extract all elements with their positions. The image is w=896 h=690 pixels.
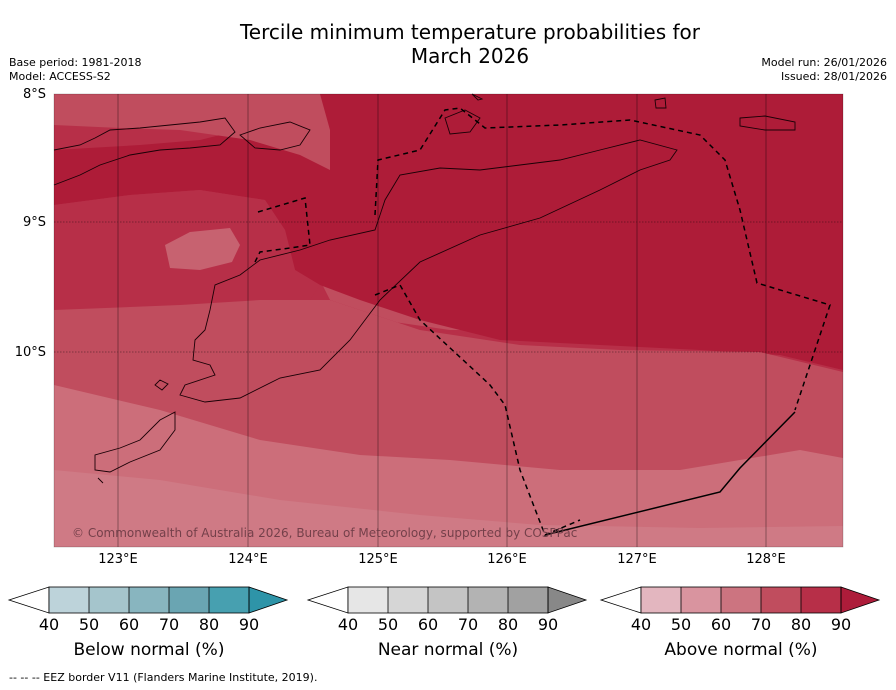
band-70-topwest — [54, 94, 330, 170]
cb-below-tick-60: 60 — [118, 615, 140, 634]
eez-solid-segment — [544, 411, 796, 536]
colorbar-below-seg-4 — [209, 587, 249, 613]
colorbar-near-label: Near normal (%) — [377, 640, 519, 660]
colorbar-below-under — [7, 586, 50, 614]
colorbar-above — [599, 586, 881, 614]
coast-rote — [94, 411, 176, 473]
colorbar-near-seg-3 — [468, 587, 508, 613]
colorbar-below-dividers — [88, 587, 210, 613]
lon-label-126e: 126°E — [487, 552, 527, 567]
colorbar-near-seg-4 — [508, 587, 548, 613]
issued-date: Issued: 28/01/2026 — [780, 70, 887, 83]
coast-atauro — [471, 93, 484, 101]
colorbar-above-seg-0 — [641, 587, 681, 613]
cb-near-tick-80: 80 — [497, 615, 519, 634]
band-90 — [54, 94, 843, 370]
colorbar-above-seg-2 — [721, 587, 761, 613]
colorbar-below-seg-2 — [129, 587, 169, 613]
coastlines — [53, 93, 796, 484]
colorbar-below — [7, 586, 289, 614]
cb-below-tick-80: 80 — [198, 615, 220, 634]
lat-label-10s: 10°S — [14, 345, 46, 360]
colorbar-near-border — [347, 586, 549, 614]
meta-right: Model run: 26/01/2026 Issued: 28/01/2026 — [761, 56, 887, 84]
colorbar-near — [306, 586, 588, 614]
colorbar-near-dividers — [387, 587, 509, 613]
model-name: Model: ACCESS-S2 — [9, 70, 111, 83]
colorbar-below-seg-1 — [89, 587, 129, 613]
band-60-blob — [165, 228, 240, 270]
colorbar-near-under — [306, 586, 349, 614]
title-line-2: March 2026 — [410, 44, 530, 68]
map-frame — [53, 93, 844, 548]
colorbar-above-border — [640, 586, 842, 614]
meta-left: Base period: 1981-2018 Model: ACCESS-S2 — [9, 56, 141, 84]
colorbar-below-border — [48, 586, 250, 614]
colorbar-below-seg-0 — [49, 587, 89, 613]
cb-near-tick-70: 70 — [457, 615, 479, 634]
colorbar-above-over — [840, 586, 881, 614]
eez-south — [374, 284, 581, 536]
colorbar-below-seg-3 — [169, 587, 209, 613]
coast-flores — [53, 117, 236, 186]
model-run: Model run: 26/01/2026 — [761, 56, 887, 69]
cb-below-tick-70: 70 — [158, 615, 180, 634]
cb-below-tick-40: 40 — [38, 615, 60, 634]
colorbar-below-over — [248, 586, 289, 614]
lat-label-9s: 9°S — [22, 215, 46, 230]
cb-above-tick-90: 90 — [830, 615, 852, 634]
cb-near-tick-90: 90 — [537, 615, 559, 634]
colorbar-below-label: Below normal (%) — [73, 640, 225, 660]
lon-label-125e: 125°E — [358, 552, 398, 567]
eez-border — [254, 107, 831, 536]
chart-title: Tercile minimum temperature probabilitie… — [0, 20, 896, 68]
cb-above-tick-60: 60 — [710, 615, 732, 634]
coast-wetar — [444, 109, 481, 135]
coast-alor — [239, 121, 311, 151]
lon-label-124e: 124°E — [228, 552, 268, 567]
colorbar-near-seg-1 — [388, 587, 428, 613]
cb-near-tick-50: 50 — [377, 615, 399, 634]
cb-above-tick-40: 40 — [630, 615, 652, 634]
colorbar-near-over — [547, 586, 588, 614]
colorbar-near-seg-0 — [348, 587, 388, 613]
coast-timor — [179, 139, 678, 403]
eez-footnote: -- -- -- EEZ border V11 (Flanders Marine… — [9, 671, 318, 684]
cb-near-tick-40: 40 — [337, 615, 359, 634]
coast-leti — [739, 115, 796, 131]
band-60-south2 — [54, 470, 843, 547]
colorbar-above-seg-1 — [681, 587, 721, 613]
copyright-notice: © Commonwealth of Australia 2026, Bureau… — [72, 526, 578, 540]
cb-near-tick-60: 60 — [417, 615, 439, 634]
colorbar-above-label: Above normal (%) — [664, 640, 818, 660]
title-line-1: Tercile minimum temperature probabilitie… — [239, 20, 701, 44]
cb-above-tick-80: 80 — [790, 615, 812, 634]
colorbar-above-seg-4 — [801, 587, 841, 613]
coast-kisar — [654, 97, 667, 109]
lon-label-128e: 128°E — [746, 552, 786, 567]
cb-below-tick-50: 50 — [78, 615, 100, 634]
colorbar-above-dividers — [680, 587, 802, 613]
coast-pantar — [154, 379, 169, 391]
cb-above-tick-50: 50 — [670, 615, 692, 634]
lat-label-8s: 8°S — [22, 87, 46, 102]
colorbar-above-under — [599, 586, 642, 614]
cb-above-tick-70: 70 — [750, 615, 772, 634]
lon-label-123e: 123°E — [98, 552, 138, 567]
cb-below-tick-90: 90 — [238, 615, 260, 634]
coast-small-island — [97, 477, 104, 484]
eez-north — [374, 107, 831, 411]
lon-label-127e: 127°E — [617, 552, 657, 567]
colorbar-above-seg-3 — [761, 587, 801, 613]
probability-field — [54, 94, 843, 547]
eez-oecusse — [254, 197, 311, 263]
colorbar-near-seg-2 — [428, 587, 468, 613]
base-period: Base period: 1981-2018 — [9, 56, 142, 69]
